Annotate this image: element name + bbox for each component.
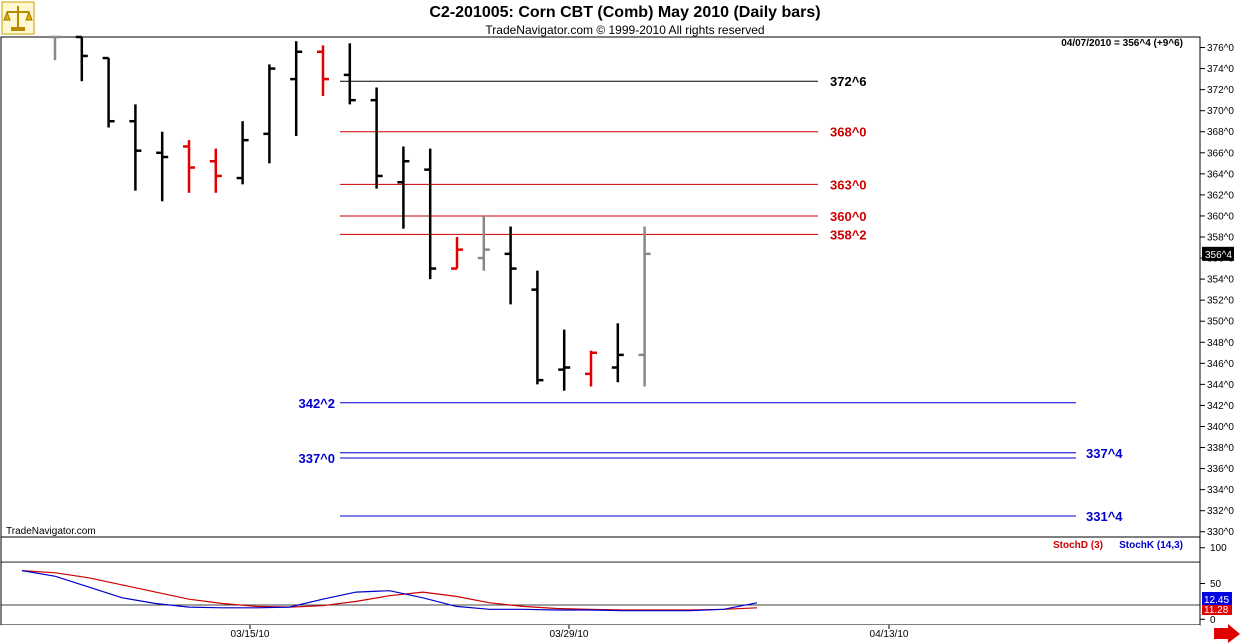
ohlc-bar (236, 121, 249, 185)
date-axis-strip (1, 625, 1200, 642)
last-price-label: 356^4 (1205, 250, 1232, 261)
level-label: 331^4 (1086, 509, 1123, 524)
legend-stochd: StochD (3) (1053, 540, 1103, 551)
ohlc-bar (290, 41, 303, 136)
legend-stochk: StochK (14,3) (1119, 540, 1183, 551)
x-tick-label: 03/29/10 (550, 629, 589, 640)
y-tick-label: 364^0 (1207, 169, 1234, 180)
level-label: 337^4 (1086, 446, 1123, 461)
level-label: 368^0 (830, 125, 867, 140)
ohlc-bar (370, 87, 383, 189)
indicator-tick-label: 100 (1210, 543, 1227, 554)
price-levels: 372^6 368^0 363^0 360^0 358^2 342^2 337^4 337^0… (298, 74, 1123, 524)
watermark: TradeNavigator.com (6, 526, 96, 537)
y-tick-label: 344^0 (1207, 380, 1234, 391)
y-tick-label: 342^0 (1207, 401, 1234, 412)
indicator-tick-label: 0 (1210, 615, 1216, 626)
ohlc-bar (102, 56, 115, 128)
stochk-line (21, 570, 758, 612)
ohlc-bar (129, 104, 142, 191)
level-label: 358^2 (830, 227, 867, 242)
ohlc-bar (585, 350, 597, 387)
stochd-line (21, 570, 758, 611)
y-tick-label: 358^0 (1207, 233, 1234, 244)
y-tick-label: 354^0 (1207, 275, 1234, 286)
last-info: 04/07/2010 = 356^4 (+9^6) (1061, 38, 1183, 49)
indicator-last-badge (1202, 592, 1232, 605)
price-axis: 376^0 374^0 372^0 370^0 368^0 366^0 364^0 362^0… (1200, 43, 1234, 538)
level-label: 372^6 (830, 74, 867, 89)
ohlc-bar (397, 146, 410, 229)
level-label: 363^0 (830, 177, 867, 192)
ohlc-bar (558, 329, 571, 391)
y-tick-label: 368^0 (1207, 127, 1234, 138)
y-tick-label: 338^0 (1207, 443, 1234, 454)
price-bars (49, 35, 651, 391)
ohlc-bar (263, 64, 276, 164)
indicator-lines (21, 570, 758, 612)
ohlc-bar (638, 226, 651, 387)
y-tick-label: 348^0 (1207, 338, 1234, 349)
level-label: 337^0 (298, 451, 335, 466)
ohlc-bar (343, 43, 356, 105)
y-tick-label: 372^0 (1207, 85, 1234, 96)
indicator-last-badge (1202, 602, 1232, 615)
ohlc-bar (531, 270, 544, 385)
ohlc-bar (49, 35, 61, 61)
ohlc-bar (317, 45, 329, 96)
y-tick-label: 360^0 (1207, 211, 1234, 222)
level-label: 360^0 (830, 209, 867, 224)
ohlc-bar (75, 35, 88, 82)
y-tick-label: 336^0 (1207, 464, 1234, 475)
level-label: 342^2 (298, 396, 335, 411)
chart-subtitle: TradeNavigator.com © 1999-2010 All right… (485, 23, 764, 37)
indicator-reference-lines (1, 561, 1200, 606)
y-tick-label: 346^0 (1207, 359, 1234, 370)
x-tick-label: 03/15/10 (231, 629, 270, 640)
indicator-plot-frame (0, 536, 1201, 626)
y-tick-label: 330^0 (1207, 527, 1234, 538)
y-tick-label: 334^0 (1207, 485, 1234, 496)
chart-title: C2-201005: Corn CBT (Comb) May 2010 (Dai… (429, 4, 820, 21)
price-plot-frame (0, 36, 1201, 538)
y-tick-label: 362^0 (1207, 190, 1234, 201)
y-tick-label: 376^0 (1207, 43, 1234, 54)
ohlc-bar (504, 226, 517, 305)
y-tick-label: 366^0 (1207, 148, 1234, 159)
ohlc-bar (424, 148, 437, 280)
ohlc-bar (156, 131, 169, 202)
y-tick-label: 374^0 (1207, 64, 1234, 75)
ohlc-bar (451, 237, 463, 270)
y-tick-label: 350^0 (1207, 317, 1234, 328)
indicator-tick-label: 50 (1210, 579, 1222, 590)
last-price-marker (1202, 246, 1234, 261)
arrow-right-icon[interactable] (1214, 624, 1240, 643)
ohlc-bar (183, 140, 195, 193)
indicator-last-label: 11.28 (1204, 605, 1229, 616)
y-tick-label: 332^0 (1207, 506, 1234, 517)
ohlc-bar (209, 148, 222, 193)
scales-icon (1, 1, 35, 35)
y-tick-label: 352^0 (1207, 296, 1234, 307)
date-axis: 03/15/10 03/29/10 04/13/10 (231, 625, 909, 640)
y-tick-label: 370^0 (1207, 106, 1234, 117)
indicator-last-label: 12.45 (1204, 595, 1229, 606)
y-tick-label: 340^0 (1207, 422, 1234, 433)
x-tick-label: 04/13/10 (870, 629, 909, 640)
ohlc-bar (477, 215, 490, 271)
ohlc-bar (611, 323, 624, 383)
